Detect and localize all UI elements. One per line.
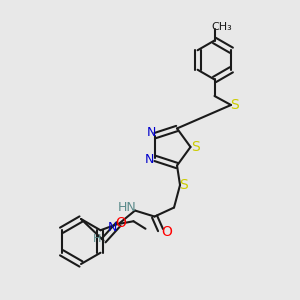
Text: N: N xyxy=(145,154,154,166)
Text: O: O xyxy=(115,216,126,230)
Text: HN: HN xyxy=(118,201,137,214)
Text: N: N xyxy=(108,220,117,233)
Text: S: S xyxy=(190,140,200,154)
Text: O: O xyxy=(161,224,172,239)
Text: CH₃: CH₃ xyxy=(212,22,233,32)
Text: S: S xyxy=(179,178,188,192)
Text: S: S xyxy=(230,98,239,112)
Text: N: N xyxy=(147,126,156,139)
Text: H: H xyxy=(93,234,101,244)
